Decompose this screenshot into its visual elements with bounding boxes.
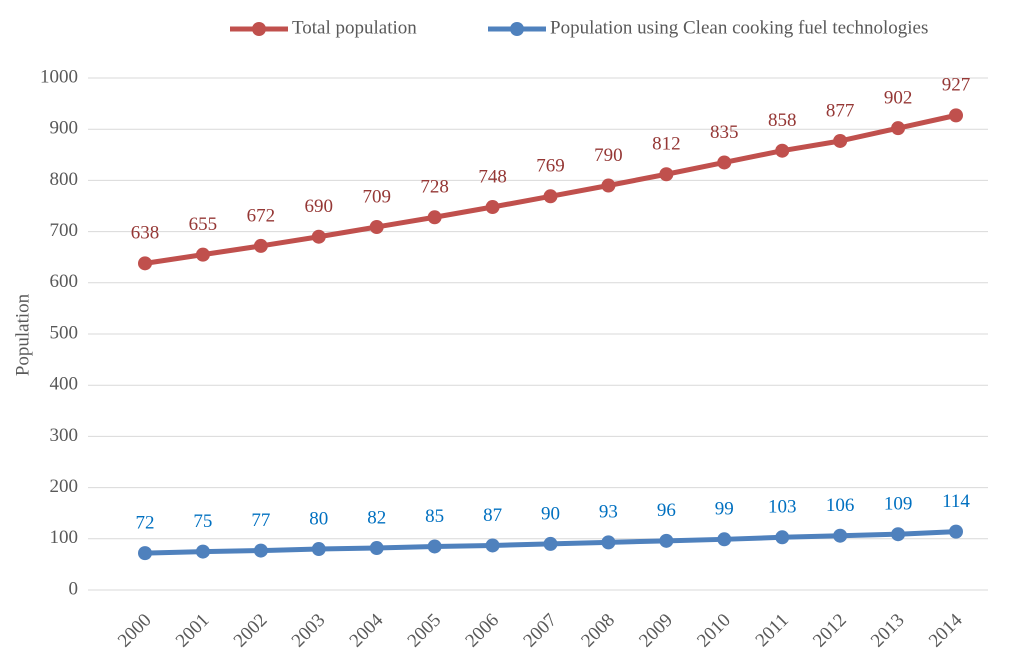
x-tick-label: 2003 <box>288 610 330 652</box>
x-tick-label: 2012 <box>809 610 851 652</box>
y-tick-label: 500 <box>50 322 79 343</box>
data-label: 114 <box>942 491 970 512</box>
legend-marker <box>510 22 524 36</box>
data-label: 90 <box>541 503 560 524</box>
point <box>659 533 674 548</box>
point <box>601 535 616 550</box>
point <box>775 143 790 158</box>
point <box>717 532 732 547</box>
data-label: 82 <box>367 507 386 528</box>
x-tick-label: 2006 <box>461 610 503 652</box>
y-tick-label: 300 <box>50 425 79 446</box>
data-label: 728 <box>420 177 449 198</box>
point <box>427 539 442 554</box>
point <box>311 229 326 244</box>
x-tick-label: 2002 <box>230 610 272 652</box>
data-label: 103 <box>768 497 797 518</box>
data-label: 87 <box>483 505 502 526</box>
data-label: 769 <box>536 156 565 177</box>
y-tick-label: 700 <box>50 220 79 241</box>
legend-label: Total population <box>292 17 417 38</box>
x-tick-label: 2009 <box>635 610 677 652</box>
point <box>659 167 674 182</box>
point <box>138 256 152 271</box>
point <box>427 210 442 225</box>
y-tick-label: 400 <box>50 374 79 395</box>
data-label: 748 <box>478 166 507 187</box>
point <box>369 219 384 234</box>
point <box>833 528 848 543</box>
point <box>195 247 210 262</box>
data-label: 93 <box>599 502 618 523</box>
data-label: 72 <box>136 512 155 533</box>
y-axis-title: Population <box>12 293 33 376</box>
data-label: 902 <box>884 88 913 109</box>
data-label: 106 <box>826 495 855 516</box>
legend-marker <box>252 22 266 36</box>
x-tick-label: 2008 <box>577 610 619 652</box>
x-tick-label: 2013 <box>867 610 909 652</box>
data-label: 77 <box>251 510 270 531</box>
point <box>949 108 963 123</box>
data-label: 927 <box>942 75 971 96</box>
data-label: 75 <box>193 511 212 532</box>
data-label: 877 <box>826 100 855 121</box>
data-label: 812 <box>652 134 681 155</box>
data-label: 690 <box>305 196 334 217</box>
data-label: 80 <box>309 508 328 529</box>
point <box>485 538 500 553</box>
point <box>369 541 384 556</box>
data-label: 99 <box>715 499 734 520</box>
x-tick-label: 2005 <box>404 610 446 652</box>
y-tick-label: 200 <box>50 476 79 497</box>
point <box>717 155 732 170</box>
point <box>601 178 616 193</box>
y-tick-label: 600 <box>50 271 79 292</box>
y-tick-label: 900 <box>50 118 79 139</box>
y-tick-label: 1000 <box>40 66 78 87</box>
x-tick-label: 2011 <box>752 610 793 651</box>
x-tick-label: 2010 <box>693 610 735 652</box>
data-label: 858 <box>768 110 797 131</box>
x-tick-label: 2004 <box>346 609 388 651</box>
point <box>891 527 906 542</box>
x-tick-label: 2001 <box>172 610 214 652</box>
y-tick-label: 100 <box>50 527 79 548</box>
point <box>833 133 848 148</box>
x-tick-label: 2007 <box>519 610 561 652</box>
point <box>891 121 906 136</box>
x-tick-label: 2000 <box>114 610 156 652</box>
point <box>253 238 268 253</box>
point <box>311 542 326 557</box>
data-label: 96 <box>657 500 676 521</box>
point <box>543 536 558 551</box>
point <box>543 189 558 204</box>
data-label: 85 <box>425 506 444 527</box>
y-tick-label: 800 <box>50 169 79 190</box>
legend-label: Population using Clean cooking fuel tech… <box>550 17 928 38</box>
data-label: 709 <box>362 186 391 207</box>
point <box>949 524 963 539</box>
x-tick-label: 2014 <box>925 609 967 651</box>
y-tick-label: 0 <box>69 578 79 599</box>
data-label: 655 <box>189 214 218 235</box>
point <box>138 546 152 561</box>
point <box>775 530 790 545</box>
point <box>485 200 500 215</box>
data-label: 638 <box>131 223 160 244</box>
data-label: 790 <box>594 145 623 166</box>
point <box>195 544 210 559</box>
data-label: 672 <box>247 205 276 226</box>
data-label: 109 <box>884 494 913 515</box>
point <box>253 543 268 558</box>
data-label: 835 <box>710 122 739 143</box>
